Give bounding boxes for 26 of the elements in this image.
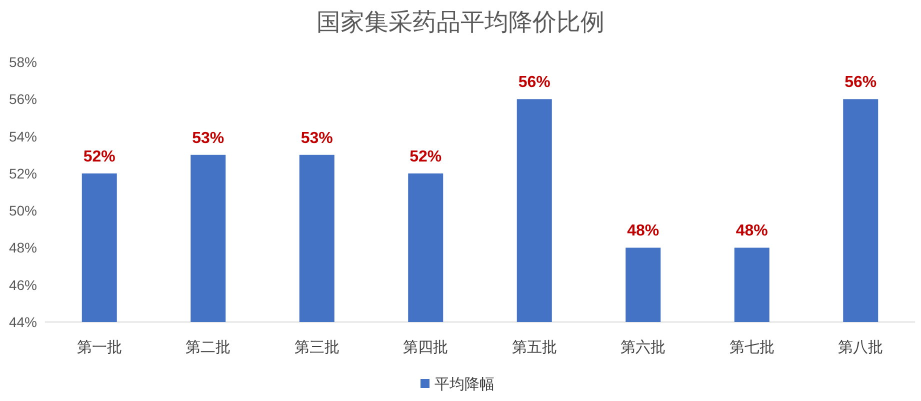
data-label: 48%: [736, 222, 768, 240]
x-tick-label: 第六批: [620, 339, 666, 356]
x-tick-label: 第一批: [76, 339, 122, 356]
x-tick-label: 第二批: [186, 339, 231, 356]
y-tick-label: 54%: [8, 128, 37, 144]
legend-label: 平均降幅: [434, 376, 494, 393]
y-tick-label: 46%: [8, 276, 37, 293]
y-tick-label: 50%: [8, 202, 37, 219]
data-label: 52%: [410, 148, 442, 166]
y-tick-label: 56%: [8, 91, 37, 108]
y-tick-label: 44%: [8, 314, 37, 330]
y-tick-label: 52%: [8, 165, 37, 182]
x-tick-label: 第八批: [838, 339, 884, 356]
x-tick-label: 第三批: [294, 339, 340, 356]
x-tick-label: 第七批: [729, 339, 774, 356]
x-tick-label: 第五批: [512, 339, 557, 356]
data-label: 56%: [844, 74, 877, 92]
y-tick-label: 48%: [8, 240, 37, 256]
data-label: 52%: [83, 148, 116, 166]
data-label: 53%: [192, 130, 224, 147]
data-label: 48%: [627, 222, 660, 240]
data-label: 53%: [300, 130, 333, 147]
y-tick-label: 58%: [8, 54, 37, 70]
x-tick-label: 第四批: [403, 339, 448, 356]
data-label: 56%: [518, 74, 550, 92]
chart-title: 国家集采药品平均降价比例: [316, 9, 604, 36]
